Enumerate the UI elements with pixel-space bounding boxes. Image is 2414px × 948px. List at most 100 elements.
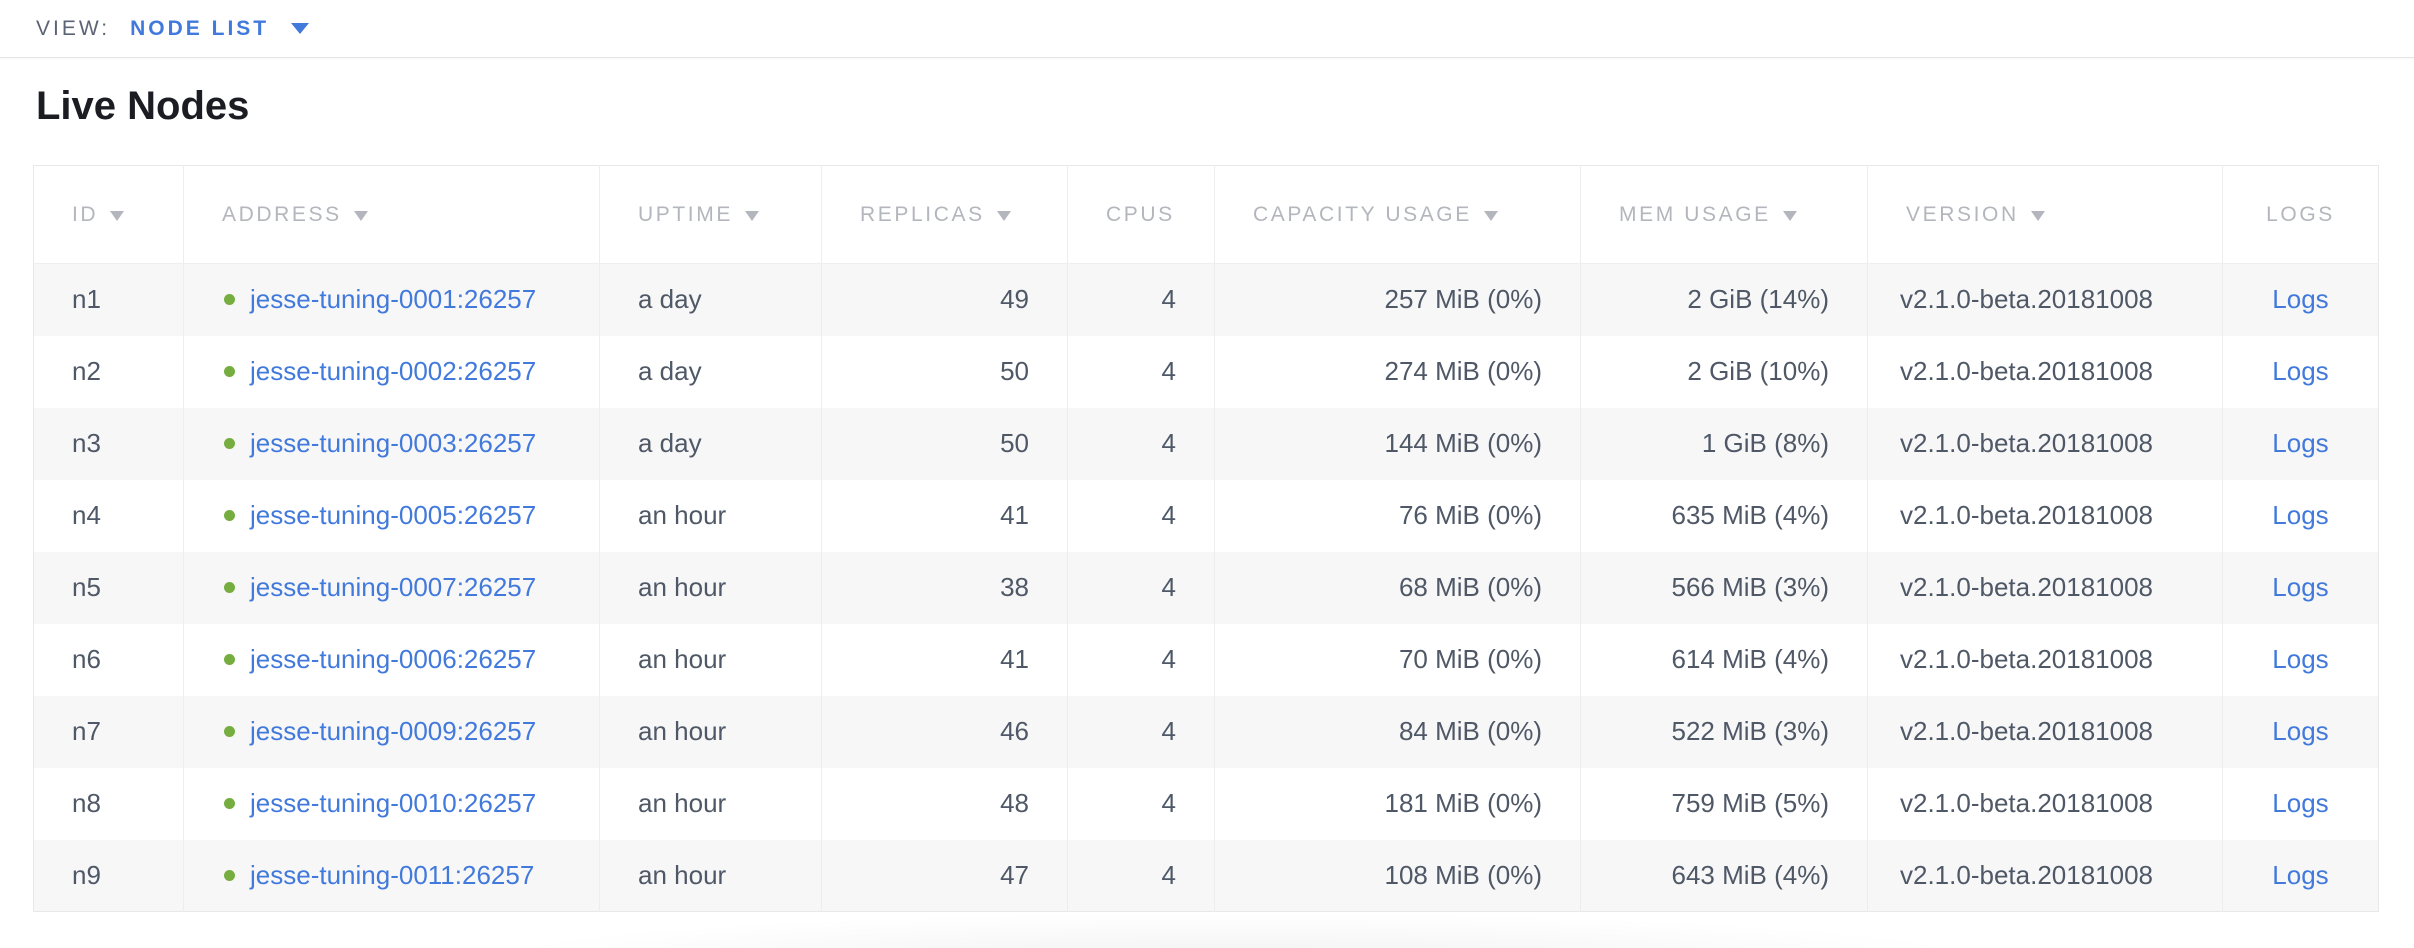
replicas-cell: 48 <box>822 768 1068 840</box>
capacity-usage-cell: 76 MiB (0%) <box>1215 480 1581 552</box>
capacity-usage-cell: 108 MiB (0%) <box>1215 840 1581 912</box>
table-row: n3 jesse-tuning-0003:26257 a day 50 4 14… <box>34 408 2379 480</box>
node-address-cell: jesse-tuning-0003:26257 <box>184 408 600 480</box>
capacity-usage-cell: 257 MiB (0%) <box>1215 264 1581 336</box>
capacity-usage-cell: 84 MiB (0%) <box>1215 696 1581 768</box>
column-header-version[interactable]: VERSION <box>1868 166 2223 264</box>
sort-desc-icon <box>997 211 1011 221</box>
mem-usage-cell: 635 MiB (4%) <box>1581 480 1868 552</box>
replicas-cell: 49 <box>822 264 1068 336</box>
node-live-status-icon <box>224 654 235 665</box>
version-cell: v2.1.0-beta.20181008 <box>1868 624 2223 696</box>
logs-link[interactable]: Logs <box>2272 716 2328 746</box>
cpus-cell: 4 <box>1068 552 1215 624</box>
node-id-cell: n3 <box>34 408 184 480</box>
cpus-cell: 4 <box>1068 696 1215 768</box>
logs-link[interactable]: Logs <box>2272 356 2328 386</box>
replicas-cell: 41 <box>822 624 1068 696</box>
node-live-status-icon <box>224 726 235 737</box>
cpus-cell: 4 <box>1068 624 1215 696</box>
node-id-cell: n4 <box>34 480 184 552</box>
cpus-cell: 4 <box>1068 768 1215 840</box>
column-header-address[interactable]: ADDRESS <box>184 166 600 264</box>
node-address-link[interactable]: jesse-tuning-0011:26257 <box>250 860 534 891</box>
sort-desc-icon <box>745 211 759 221</box>
replicas-cell: 50 <box>822 408 1068 480</box>
node-address-link[interactable]: jesse-tuning-0003:26257 <box>250 428 536 459</box>
logs-link[interactable]: Logs <box>2272 428 2328 458</box>
logs-link[interactable]: Logs <box>2272 860 2328 890</box>
view-dropdown[interactable]: NODE LIST <box>130 17 309 41</box>
mem-usage-cell: 2 GiB (10%) <box>1581 336 1868 408</box>
node-address-link[interactable]: jesse-tuning-0002:26257 <box>250 356 536 387</box>
replicas-cell: 47 <box>822 840 1068 912</box>
bottom-shadow <box>470 912 2000 948</box>
logs-cell: Logs <box>2223 552 2379 624</box>
node-live-status-icon <box>224 798 235 809</box>
mem-usage-cell: 2 GiB (14%) <box>1581 264 1868 336</box>
mem-usage-cell: 759 MiB (5%) <box>1581 768 1868 840</box>
table-row: n5 jesse-tuning-0007:26257 an hour 38 4 … <box>34 552 2379 624</box>
logs-cell: Logs <box>2223 768 2379 840</box>
replicas-cell: 38 <box>822 552 1068 624</box>
node-address-link[interactable]: jesse-tuning-0005:26257 <box>250 500 536 531</box>
logs-cell: Logs <box>2223 840 2379 912</box>
logs-link[interactable]: Logs <box>2272 500 2328 530</box>
column-header-replicas[interactable]: REPLICAS <box>822 166 1068 264</box>
node-id-cell: n5 <box>34 552 184 624</box>
logs-link[interactable]: Logs <box>2272 572 2328 602</box>
mem-usage-cell: 643 MiB (4%) <box>1581 840 1868 912</box>
version-cell: v2.1.0-beta.20181008 <box>1868 408 2223 480</box>
node-live-status-icon <box>224 510 235 521</box>
replicas-cell: 41 <box>822 480 1068 552</box>
cpus-cell: 4 <box>1068 480 1215 552</box>
column-header-cpus: CPUS <box>1068 166 1215 264</box>
column-header-capacity-usage[interactable]: CAPACITY USAGE <box>1215 166 1581 264</box>
column-header-mem-usage[interactable]: MEM USAGE <box>1581 166 1868 264</box>
logs-link[interactable]: Logs <box>2272 644 2328 674</box>
column-header-id[interactable]: ID <box>34 166 184 264</box>
node-address-link[interactable]: jesse-tuning-0007:26257 <box>250 572 536 603</box>
uptime-cell: a day <box>600 408 822 480</box>
cpus-cell: 4 <box>1068 840 1215 912</box>
logs-link[interactable]: Logs <box>2272 788 2328 818</box>
version-cell: v2.1.0-beta.20181008 <box>1868 552 2223 624</box>
capacity-usage-cell: 68 MiB (0%) <box>1215 552 1581 624</box>
sort-desc-icon <box>1484 211 1498 221</box>
logs-link[interactable]: Logs <box>2272 284 2328 314</box>
column-header-uptime[interactable]: UPTIME <box>600 166 822 264</box>
sort-desc-icon <box>1783 211 1797 221</box>
node-live-status-icon <box>224 582 235 593</box>
uptime-cell: a day <box>600 336 822 408</box>
capacity-usage-cell: 70 MiB (0%) <box>1215 624 1581 696</box>
table-row: n9 jesse-tuning-0011:26257 an hour 47 4 … <box>34 840 2379 912</box>
node-id-cell: n2 <box>34 336 184 408</box>
live-nodes-page: Live Nodes ID ADDRESS UPTIME REPLICAS CP… <box>0 83 2414 912</box>
node-id-cell: n9 <box>34 840 184 912</box>
replicas-cell: 50 <box>822 336 1068 408</box>
live-nodes-table: ID ADDRESS UPTIME REPLICAS CPUS CAPACITY… <box>33 165 2379 912</box>
view-bar-label: VIEW: <box>36 17 110 41</box>
replicas-cell: 46 <box>822 696 1068 768</box>
version-cell: v2.1.0-beta.20181008 <box>1868 840 2223 912</box>
sort-desc-icon <box>110 211 124 221</box>
cpus-cell: 4 <box>1068 264 1215 336</box>
table-row: n8 jesse-tuning-0010:26257 an hour 48 4 … <box>34 768 2379 840</box>
node-address-link[interactable]: jesse-tuning-0001:26257 <box>250 284 536 315</box>
node-address-cell: jesse-tuning-0001:26257 <box>184 264 600 336</box>
node-id-cell: n1 <box>34 264 184 336</box>
node-address-cell: jesse-tuning-0010:26257 <box>184 768 600 840</box>
node-address-link[interactable]: jesse-tuning-0009:26257 <box>250 716 536 747</box>
node-address-link[interactable]: jesse-tuning-0010:26257 <box>250 788 536 819</box>
node-address-link[interactable]: jesse-tuning-0006:26257 <box>250 644 536 675</box>
node-live-status-icon <box>224 870 235 881</box>
version-cell: v2.1.0-beta.20181008 <box>1868 768 2223 840</box>
mem-usage-cell: 522 MiB (3%) <box>1581 696 1868 768</box>
table-row: n2 jesse-tuning-0002:26257 a day 50 4 27… <box>34 336 2379 408</box>
logs-cell: Logs <box>2223 264 2379 336</box>
table-row: n6 jesse-tuning-0006:26257 an hour 41 4 … <box>34 624 2379 696</box>
capacity-usage-cell: 274 MiB (0%) <box>1215 336 1581 408</box>
version-cell: v2.1.0-beta.20181008 <box>1868 696 2223 768</box>
chevron-down-icon <box>291 23 309 34</box>
logs-cell: Logs <box>2223 408 2379 480</box>
